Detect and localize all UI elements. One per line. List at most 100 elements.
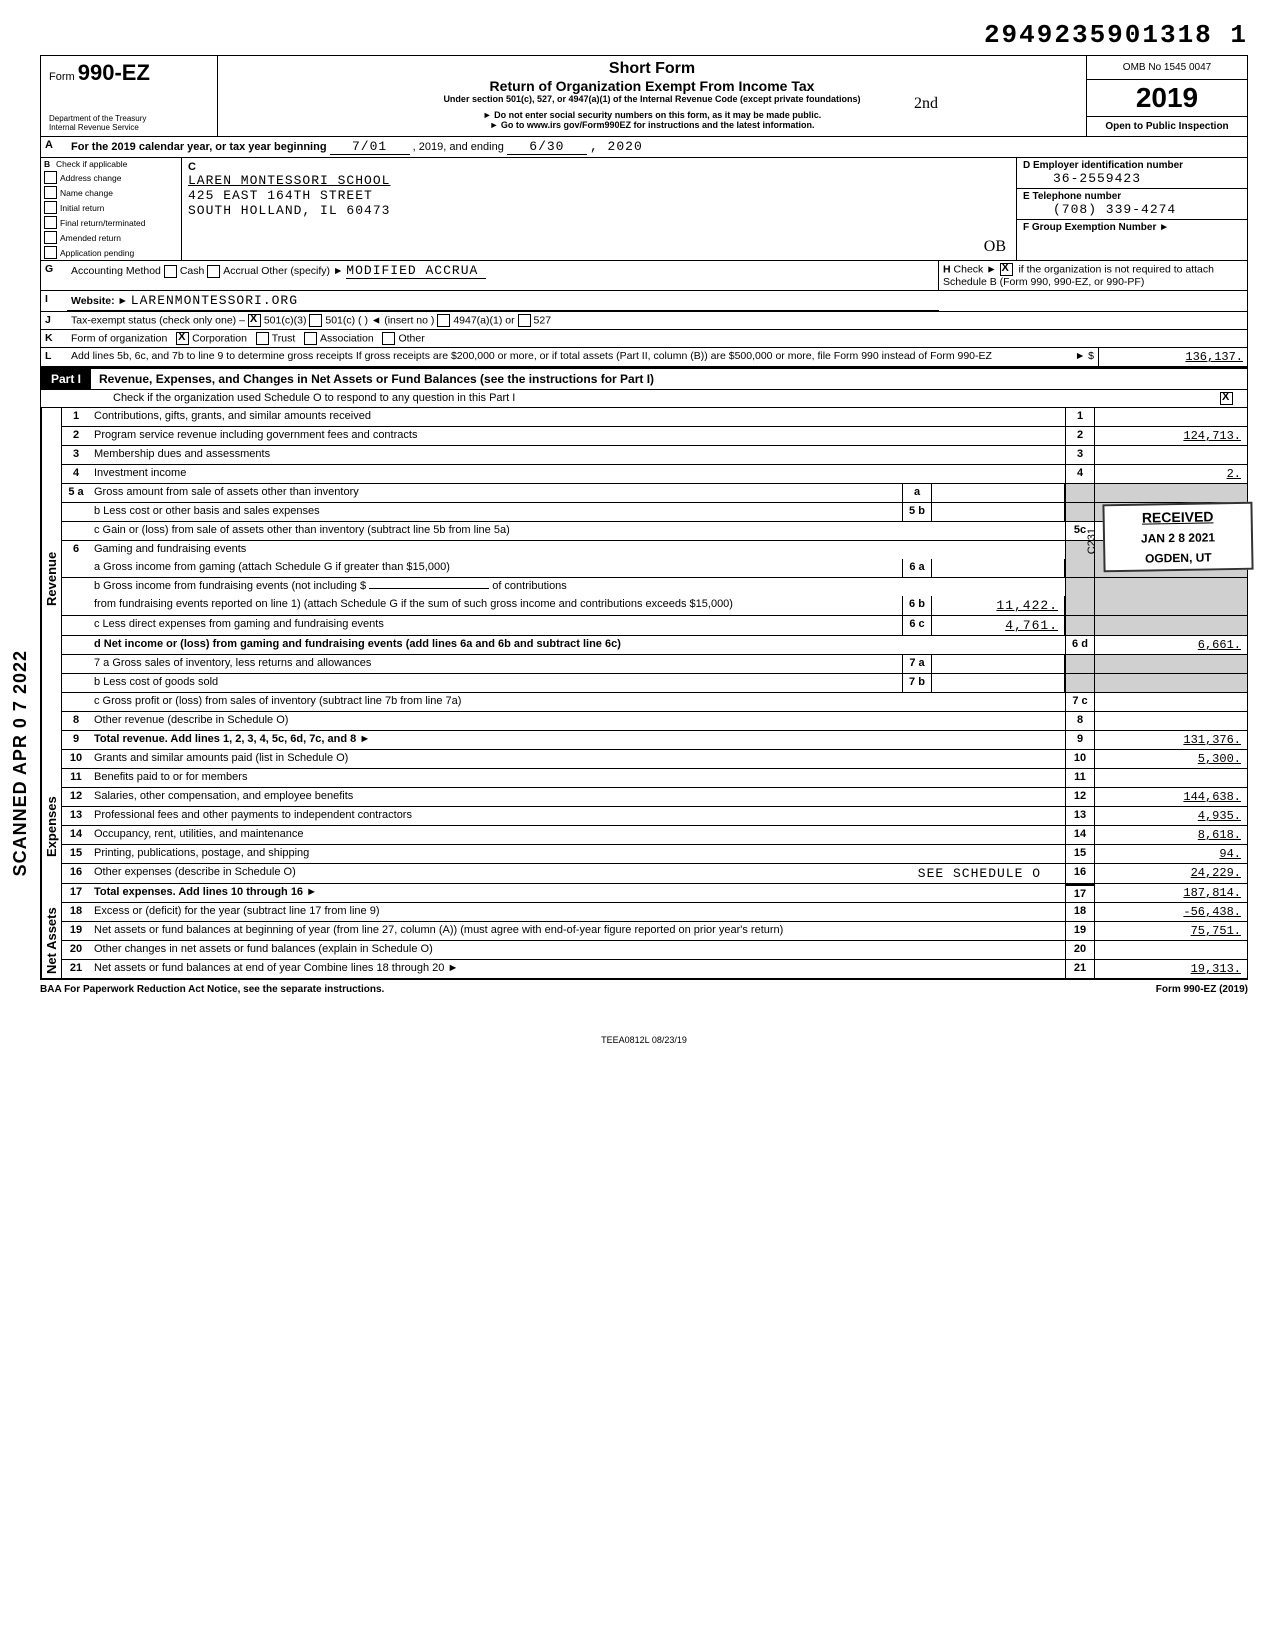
ln19-cn: 19 (1065, 922, 1094, 940)
line-a-suffix: , 2020 (590, 139, 643, 154)
check-4947[interactable] (437, 314, 450, 327)
line-ij: I Website: ► LARENMONTESSORI.ORG (40, 291, 1248, 312)
ln9-cn: 9 (1065, 731, 1094, 749)
ln3-val (1094, 446, 1247, 464)
phone-value: (708) 339-4274 (1023, 202, 1176, 217)
ln6b-text1: b Gross income from fundraising events (… (94, 580, 366, 592)
ln5b-mn: 5 b (902, 503, 932, 521)
check-501c3[interactable] (248, 314, 261, 327)
form-org-label: Form of organization (71, 332, 167, 344)
check-other-org[interactable] (382, 332, 395, 345)
open-to-public: Open to Public Inspection (1087, 117, 1247, 136)
ln16-text: Other expenses (describe in Schedule O) (94, 866, 296, 878)
ln5a-mn: a (902, 484, 932, 502)
ln14-cn: 14 (1065, 826, 1094, 844)
ln5c-text: c Gain or (loss) from sale of assets oth… (90, 522, 1065, 540)
label-initial-return: Initial return (60, 203, 104, 213)
tax-year: 2019 (1087, 80, 1247, 117)
ln8-cn: 8 (1065, 712, 1094, 730)
group-exemption-label: F Group Exemption Number ► (1023, 222, 1169, 233)
ln6d-val: 6,661. (1094, 636, 1247, 654)
ln20-val (1094, 941, 1247, 959)
ln7a-mn: 7 a (902, 655, 932, 673)
check-cash[interactable] (164, 265, 177, 278)
ln6c-mv: 4,761. (932, 616, 1065, 635)
stamp-received: RECEIVED (1113, 508, 1243, 526)
side-net-assets: Net Assets (41, 903, 61, 978)
ln14-val: 8,618. (1094, 826, 1247, 844)
phone-label: E Telephone number (1023, 191, 1121, 202)
col-b: BCheck if applicable Address change Name… (41, 158, 182, 260)
col-d: D Employer identification number36-25594… (1017, 158, 1247, 260)
ln19-text: Net assets or fund balances at beginning… (90, 922, 1065, 940)
ln6-text: Gaming and fundraising events (90, 541, 1065, 559)
ln7b-shade (1065, 674, 1094, 692)
ln2-val: 124,713. (1094, 427, 1247, 445)
line-k: K Form of organization Corporation Trust… (40, 330, 1248, 348)
ln4-val: 2. (1094, 465, 1247, 483)
check-corporation[interactable] (176, 332, 189, 345)
accounting-method-label: Accounting Method (71, 265, 161, 277)
check-amended[interactable] (44, 231, 57, 244)
footer-right: Form 990-EZ (2019) (1156, 984, 1248, 995)
ln7b-text: b Less cost of goods sold (90, 674, 902, 692)
ln5b-mv (932, 503, 1065, 521)
net-assets-section: Net Assets 18Excess or (deficit) for the… (40, 903, 1248, 980)
org-addr1: 425 EAST 164TH STREET (188, 188, 1010, 203)
ln7a-shade2 (1094, 655, 1247, 673)
check-pending[interactable] (44, 246, 57, 259)
ln8-text: Other revenue (describe in Schedule O) (90, 712, 1065, 730)
ln2-cn: 2 (1065, 427, 1094, 445)
ln19-val: 75,751. (1094, 922, 1247, 940)
label-association: Association (320, 332, 374, 344)
check-accrual[interactable] (207, 265, 220, 278)
part-1-check-row: Check if the organization used Schedule … (40, 390, 1248, 408)
ln21-arrow: ► (447, 962, 458, 974)
ln6c-shade (1065, 616, 1094, 635)
tax-exempt-label: Tax-exempt status (check only one) – (71, 314, 245, 326)
signature-mark: 2nd (914, 95, 938, 113)
ln20-num: 20 (62, 941, 90, 959)
website-label: Website: ► (71, 295, 128, 307)
form-number: 990-EZ (78, 60, 150, 85)
check-address-change[interactable] (44, 171, 57, 184)
ln9-text: Total revenue. Add lines 1, 2, 3, 4, 5c,… (94, 733, 356, 745)
ln20-text: Other changes in net assets or fund bala… (90, 941, 1065, 959)
ln1-num: 1 (62, 408, 90, 426)
check-501c[interactable] (309, 314, 322, 327)
check-schedule-b[interactable] (1000, 263, 1013, 276)
ln6c-text: c Less direct expenses from gaming and f… (90, 616, 902, 635)
ln20-cn: 20 (1065, 941, 1094, 959)
ln6b-shade3 (1065, 596, 1094, 615)
check-association[interactable] (304, 332, 317, 345)
year-begin: 7/01 (330, 139, 410, 155)
check-schedule-o[interactable] (1220, 392, 1233, 405)
ln1-val (1094, 408, 1247, 426)
check-final-return[interactable] (44, 216, 57, 229)
ln17-cn: 17 (1065, 884, 1094, 902)
ein-label: D Employer identification number (1023, 160, 1183, 171)
ln11-num: 11 (62, 769, 90, 787)
col-b-header: Check if applicable (56, 159, 127, 169)
check-trust[interactable] (256, 332, 269, 345)
ln13-cn: 13 (1065, 807, 1094, 825)
form-prefix: Form (49, 71, 75, 83)
ln7a-mv (932, 655, 1065, 673)
ln6-num: 6 (62, 541, 90, 559)
check-527[interactable] (518, 314, 531, 327)
check-initial-return[interactable] (44, 201, 57, 214)
label-pending: Application pending (60, 248, 134, 258)
col-c: C LAREN MONTESSORI SCHOOL 425 EAST 164TH… (182, 158, 1017, 260)
ln13-val: 4,935. (1094, 807, 1247, 825)
ln18-cn: 18 (1065, 903, 1094, 921)
ln5b-text: b Less cost or other basis and sales exp… (90, 503, 902, 521)
ln16-val: 24,229. (1094, 864, 1247, 883)
ln7c-val (1094, 693, 1247, 711)
check-name-change[interactable] (44, 186, 57, 199)
line-l: L Add lines 5b, 6c, and 7b to line 9 to … (40, 348, 1248, 367)
ln10-text: Grants and similar amounts paid (list in… (90, 750, 1065, 768)
ln19-num: 19 (62, 922, 90, 940)
line-a-prefix: For the 2019 calendar year, or tax year … (71, 141, 327, 153)
ln15-val: 94. (1094, 845, 1247, 863)
ln21-num: 21 (62, 960, 90, 978)
